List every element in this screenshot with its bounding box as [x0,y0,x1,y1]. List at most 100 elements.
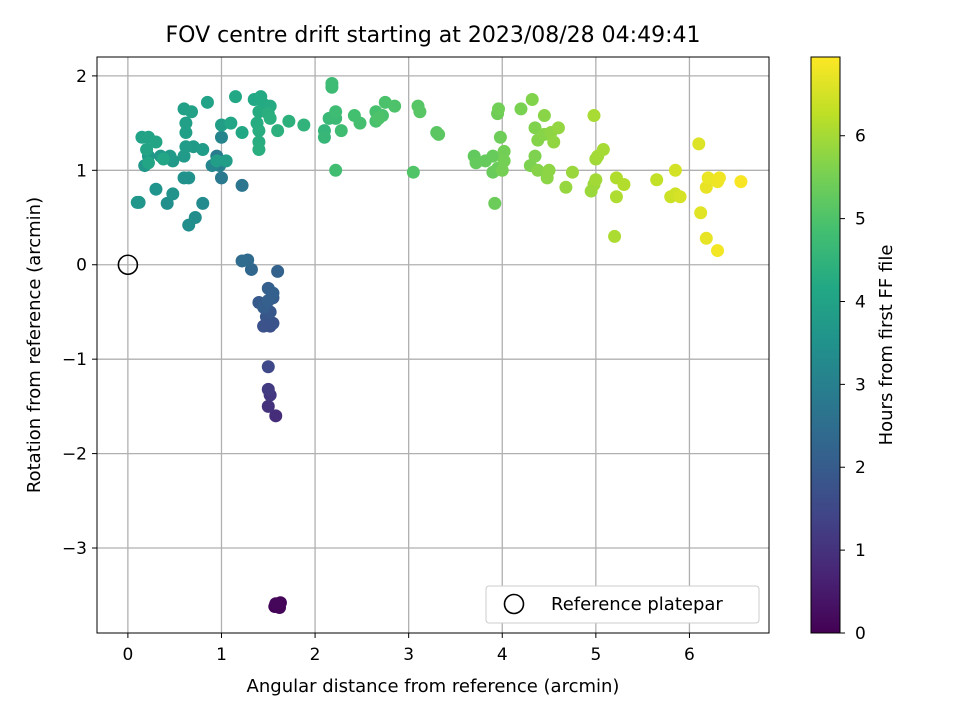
colorbar-label: Hours from first FF file [876,245,897,446]
colorbar-tick-label: 0 [855,624,866,644]
data-point [141,156,155,170]
data-point [149,135,163,149]
data-point [235,254,249,268]
legend-box [485,585,760,624]
data-point [531,163,545,177]
data-point [329,105,343,119]
reference-marker [117,254,139,276]
data-point [214,171,228,185]
data-point [271,124,285,138]
data-point [353,116,367,130]
data-point [542,163,556,177]
data-point [297,118,311,132]
scatter-points [130,76,748,615]
data-point [514,102,528,116]
colorbar-tick-label: 2 [855,458,866,478]
data-point [252,143,266,157]
x-tick-label: 0 [122,645,133,665]
colorbar-tick-label: 1 [855,541,866,561]
data-point [266,286,280,300]
data-point [166,187,180,201]
y-tick-label: 2 [76,67,87,87]
data-point [224,116,238,130]
x-tick-label: 4 [497,645,508,665]
x-tick-label: 6 [684,645,695,665]
data-point [413,105,427,119]
data-point [229,90,243,104]
data-point [596,143,610,157]
data-point [261,382,275,396]
data-point [252,124,266,138]
data-point [694,206,708,220]
data-point [587,109,601,123]
colorbar-tick-label: 5 [855,210,866,230]
legend: Reference platepar [485,585,760,624]
data-point [160,196,174,210]
data-point [495,163,509,177]
legend-label: Reference platepar [551,594,723,615]
data-point [196,196,210,210]
colorbar-tick-label: 3 [855,375,866,395]
data-point [547,135,561,149]
data-point [156,152,170,166]
data-point [179,116,193,130]
data-point [182,218,196,232]
data-point [269,409,283,423]
x-tick-label: 3 [403,645,414,665]
data-point [497,144,511,158]
data-point [177,171,191,185]
data-point [149,182,163,196]
data-point [282,114,296,128]
data-point [711,244,725,258]
data-point [492,102,506,116]
data-point [699,231,713,245]
colorbar: 0 1 2 3 4 5 6 Hours from first FF file [810,56,897,644]
data-point [214,130,228,144]
data-point [140,143,154,157]
chart-title: FOV centre drift starting at 2023/08/28 … [166,23,701,48]
data-point [712,171,726,185]
data-point [617,177,631,191]
data-point [179,126,193,140]
data-point [261,399,275,413]
data-point [608,229,622,243]
data-point [589,173,603,187]
data-point [432,127,446,141]
data-point [257,319,271,333]
x-axis: 0 1 2 3 4 5 6 [122,633,695,665]
y-axis: −3 −2 −1 0 1 2 [62,67,97,559]
colorbar-ticks: 0 1 2 3 4 5 6 [840,127,866,644]
colorbar-tick-label: 6 [855,127,866,147]
y-tick-label: −3 [62,539,87,559]
data-point [325,76,339,90]
colorbar-gradient [810,56,841,634]
data-point [179,140,193,154]
data-point [488,196,502,210]
data-point [609,190,623,204]
data-point [565,165,579,179]
data-point [219,154,233,168]
data-point [200,95,214,109]
legend-reference-marker [503,593,525,615]
x-tick-label: 1 [216,645,227,665]
data-point [130,195,144,209]
data-point [528,149,542,163]
reference-point [117,254,139,276]
data-point [528,121,542,135]
y-tick-label: 0 [76,256,87,276]
y-tick-label: 1 [76,161,87,181]
data-point [551,121,565,135]
data-point [185,105,199,119]
data-point [406,165,420,179]
data-point [668,163,682,177]
x-axis-label: Angular distance from reference (arcmin) [247,676,620,697]
colorbar-tick-label: 4 [855,292,866,312]
data-point [317,130,331,144]
data-point [210,154,224,168]
data-point [235,178,249,192]
y-tick-label: −2 [62,445,87,465]
data-point [692,137,706,151]
data-point [372,111,386,125]
x-tick-label: 2 [310,645,321,665]
